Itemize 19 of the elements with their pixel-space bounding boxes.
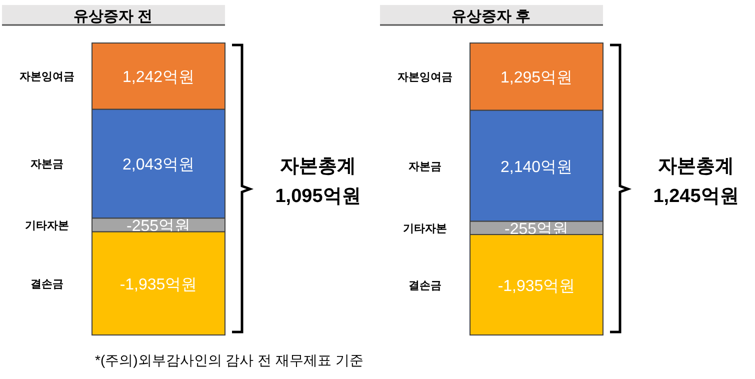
text: 결손금 <box>30 278 64 290</box>
chart-title: 유상증자 전 <box>73 8 153 25</box>
text: 자본총계 1,095억원 <box>275 156 361 207</box>
data-label: 2,043억원 <box>122 156 195 174</box>
data-label: 1,242억원 <box>122 69 195 86</box>
text: *(주의)외부감사인의 감사 전 재무제표 기준 <box>95 352 364 368</box>
text: 자본금 <box>30 158 64 171</box>
data-label: 1,295억원 <box>500 70 572 87</box>
series-label: 자본잉여금 <box>20 71 74 84</box>
chart-title: 유상증자 후 <box>450 8 530 25</box>
data-label: -1,935억원 <box>120 276 198 294</box>
series-label: 자본잉여금 <box>397 72 452 84</box>
text: 기타자본 <box>402 222 446 235</box>
data-label: -1,935억원 <box>497 278 575 295</box>
data-label: 2,140억원 <box>500 158 572 176</box>
text: 결손금 <box>408 280 441 292</box>
text: 자본금 <box>408 160 441 173</box>
text: 기타자본 <box>25 220 69 232</box>
text: 자본총계 1,245억원 <box>652 156 738 207</box>
